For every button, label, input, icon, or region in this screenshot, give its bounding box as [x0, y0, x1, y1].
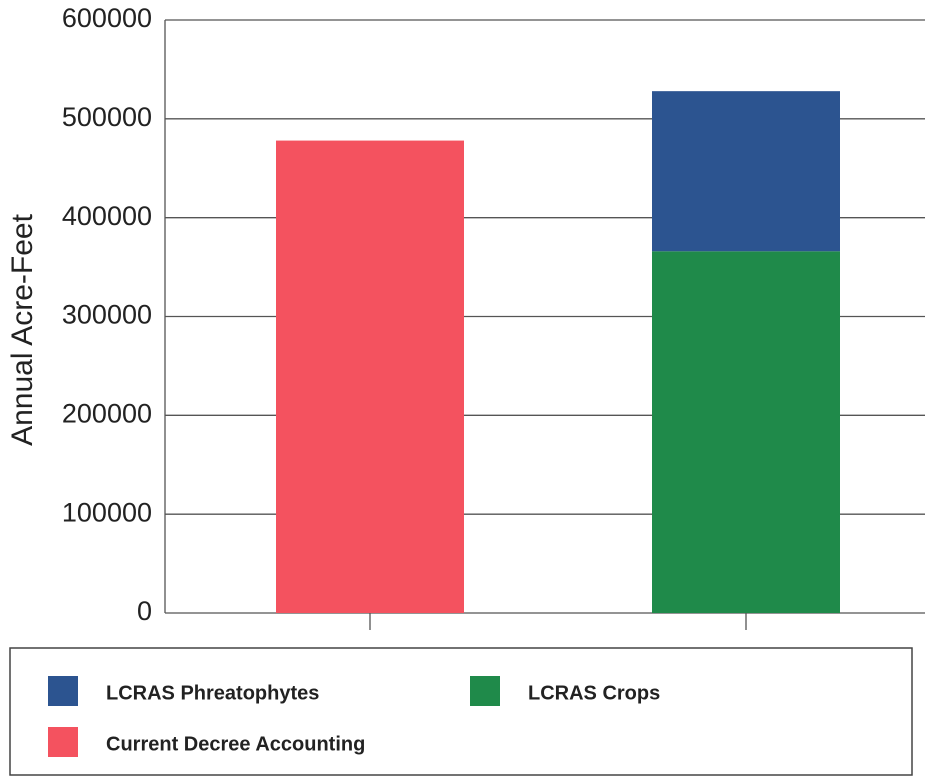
y-tick-label: 400000 [62, 201, 152, 231]
y-tick-label: 300000 [62, 300, 152, 330]
legend-box [9, 647, 913, 776]
bar-segment [652, 251, 840, 613]
legend-label: LCRAS Crops [528, 682, 660, 704]
y-tick-label: 500000 [62, 102, 152, 132]
bar-segment [652, 91, 840, 252]
legend-swatch [48, 676, 78, 706]
legend-swatch [470, 676, 500, 706]
legend-label: Current Decree Accounting [106, 733, 365, 755]
legend-swatch [48, 727, 78, 757]
y-tick-label: 100000 [62, 497, 152, 527]
y-tick-label: 200000 [62, 398, 152, 428]
y-tick-label: 600000 [62, 3, 152, 33]
bar-segment [276, 140, 464, 613]
legend-label: LCRAS Phreatophytes [106, 682, 319, 704]
y-axis-label: Annual Acre-Feet [6, 213, 39, 445]
y-tick-label: 0 [137, 596, 152, 626]
